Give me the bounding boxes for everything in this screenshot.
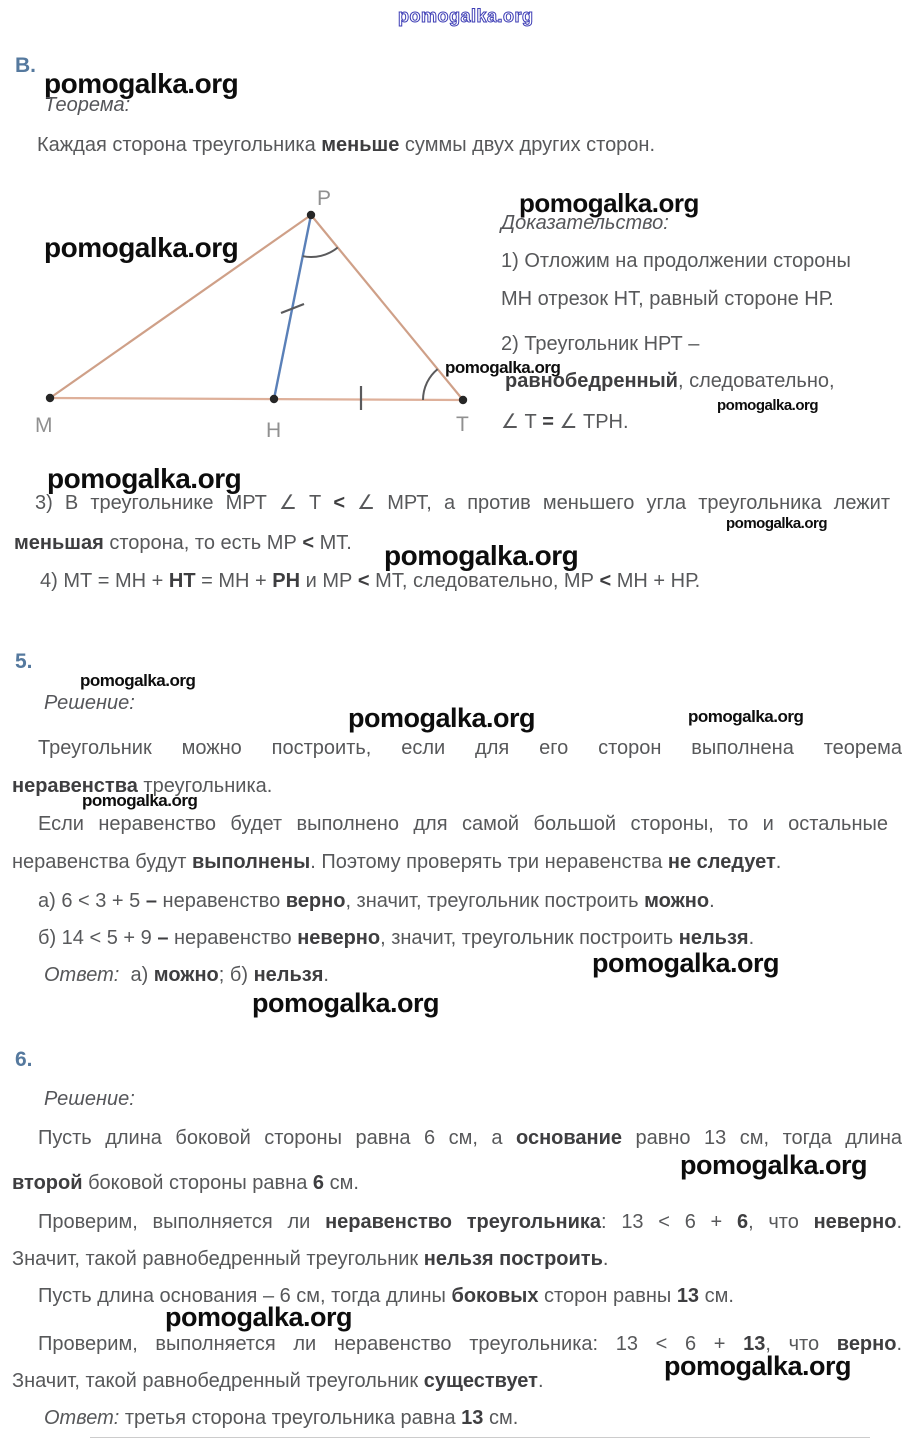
proof-step-1: 1) Отложим на продолжении стороны bbox=[501, 250, 851, 272]
vertex-dot-t bbox=[458, 395, 468, 405]
solution-5-case-a: а) 6 < 3 + 5 – неравенство верно, значит… bbox=[38, 890, 715, 912]
watermark-text: pomogalka.org bbox=[680, 1150, 868, 1180]
watermark-text: pomogalka.org bbox=[165, 1302, 353, 1332]
side-pt bbox=[310, 214, 464, 401]
watermark-text: pomogalka.org bbox=[252, 988, 440, 1018]
solution-6-line5: Пусть длина основания – 6 см, тогда длин… bbox=[38, 1285, 734, 1307]
section-label-6: 6. bbox=[15, 1048, 33, 1071]
watermark-text: pomogalka.org bbox=[44, 232, 239, 263]
solution-5-heading: Решение: bbox=[44, 692, 135, 714]
vertex-dot-m bbox=[45, 393, 55, 403]
solution-6-line1: Пусть длина боковой стороны равна 6 см, … bbox=[38, 1127, 902, 1149]
proof-step-1-cont: МН отрезок НТ, равный стороне НР. bbox=[501, 288, 834, 310]
solution-5-case-b: б) 14 < 5 + 9 – неравенство неверно, зна… bbox=[38, 927, 755, 949]
watermark-text: pomogalka.org bbox=[44, 68, 239, 99]
solution-6-line3: Проверим, выполняется ли неравенство тре… bbox=[38, 1211, 903, 1233]
vertex-label-m: М bbox=[35, 414, 53, 437]
solution-6-line2: второй боковой стороны равна 6 см. bbox=[12, 1172, 359, 1194]
watermark-text: pomogalka.org bbox=[717, 397, 819, 414]
watermark-text: pomogalka.org bbox=[445, 358, 561, 377]
base-mt bbox=[49, 396, 464, 402]
proof-step-2-eq: ∠ Т = ∠ ТРН. bbox=[501, 411, 629, 433]
vertex-dot-h bbox=[269, 394, 279, 404]
watermark-text: pomogalka.org bbox=[688, 707, 804, 726]
proof-step-3-cont: меньшая сторона, то есть МР < МТ. bbox=[14, 532, 352, 554]
solution-6-line7: Значит, такой равнобедренный треугольник… bbox=[12, 1370, 544, 1392]
watermark-text: pomogalka.org bbox=[348, 703, 536, 733]
proof-step-3: 3) В треугольнике МРТ ∠ Т < ∠ МРТ, а про… bbox=[35, 492, 890, 514]
vertex-label-t: Т bbox=[456, 413, 469, 436]
bottom-divider bbox=[90, 1437, 870, 1438]
solution-6-answer: Ответ: третья сторона треугольника равна… bbox=[44, 1407, 519, 1429]
proof-step-2: 2) Треугольник НРТ – bbox=[501, 333, 700, 355]
triangle-diagram: Р М Н Т bbox=[35, 187, 469, 442]
watermark-text: pomogalka.org bbox=[47, 463, 242, 494]
theorem-text: Каждая сторона треугольника меньше суммы… bbox=[37, 134, 656, 156]
angle-arc-t bbox=[422, 368, 439, 401]
watermark-text: pomogalka.org bbox=[664, 1351, 852, 1381]
watermark-text: pomogalka.org bbox=[592, 948, 780, 978]
solution-6-heading: Решение: bbox=[44, 1088, 135, 1110]
watermark-text: pomogalka.org bbox=[726, 515, 828, 532]
proof-step-4: 4) МТ = МН + НТ = МН + РН и МР < МТ, сле… bbox=[40, 570, 701, 592]
theorem-heading: Теорема: bbox=[44, 94, 131, 116]
section-label-b: В. bbox=[15, 54, 36, 77]
solution-5-p1-line1: Треугольник можно построить, если для ег… bbox=[38, 737, 902, 759]
solution-5-p2-line1: Если неравенство будет выполнено для сам… bbox=[38, 813, 888, 835]
watermark-text: pomogalka.org bbox=[82, 791, 198, 810]
solution-5-answer: Ответ: а) можно; б) нельзя. bbox=[44, 964, 329, 986]
vertex-label-h: Н bbox=[266, 419, 281, 442]
vertex-dot-p bbox=[306, 210, 316, 220]
tick-ph bbox=[280, 302, 305, 315]
watermark-text: pomogalka.org bbox=[384, 540, 579, 571]
watermark-text: pomogalka.org bbox=[80, 671, 196, 690]
solution-6-line4: Значит, такой равнобедренный треугольник… bbox=[12, 1248, 609, 1270]
side-mp bbox=[49, 214, 312, 399]
watermark-text: pomogalka.org bbox=[519, 188, 699, 218]
vertex-label-p: Р bbox=[317, 187, 331, 210]
solution-5-p1-line2: неравенства треугольника. bbox=[12, 775, 273, 797]
section-label-5: 5. bbox=[15, 650, 33, 673]
proof-heading: Доказательство: bbox=[501, 212, 669, 234]
solution-6-line6: Проверим, выполняется ли неравенство тре… bbox=[38, 1333, 903, 1355]
solution-5-p2-line2: неравенства будут выполнены. Поэтому про… bbox=[12, 851, 782, 873]
angle-arc-p bbox=[302, 246, 339, 258]
segment-ph bbox=[272, 214, 313, 400]
watermark-outline: pomogalka.org bbox=[398, 6, 534, 27]
proof-step-2-cont: равнобедренный, следовательно, bbox=[505, 370, 835, 392]
